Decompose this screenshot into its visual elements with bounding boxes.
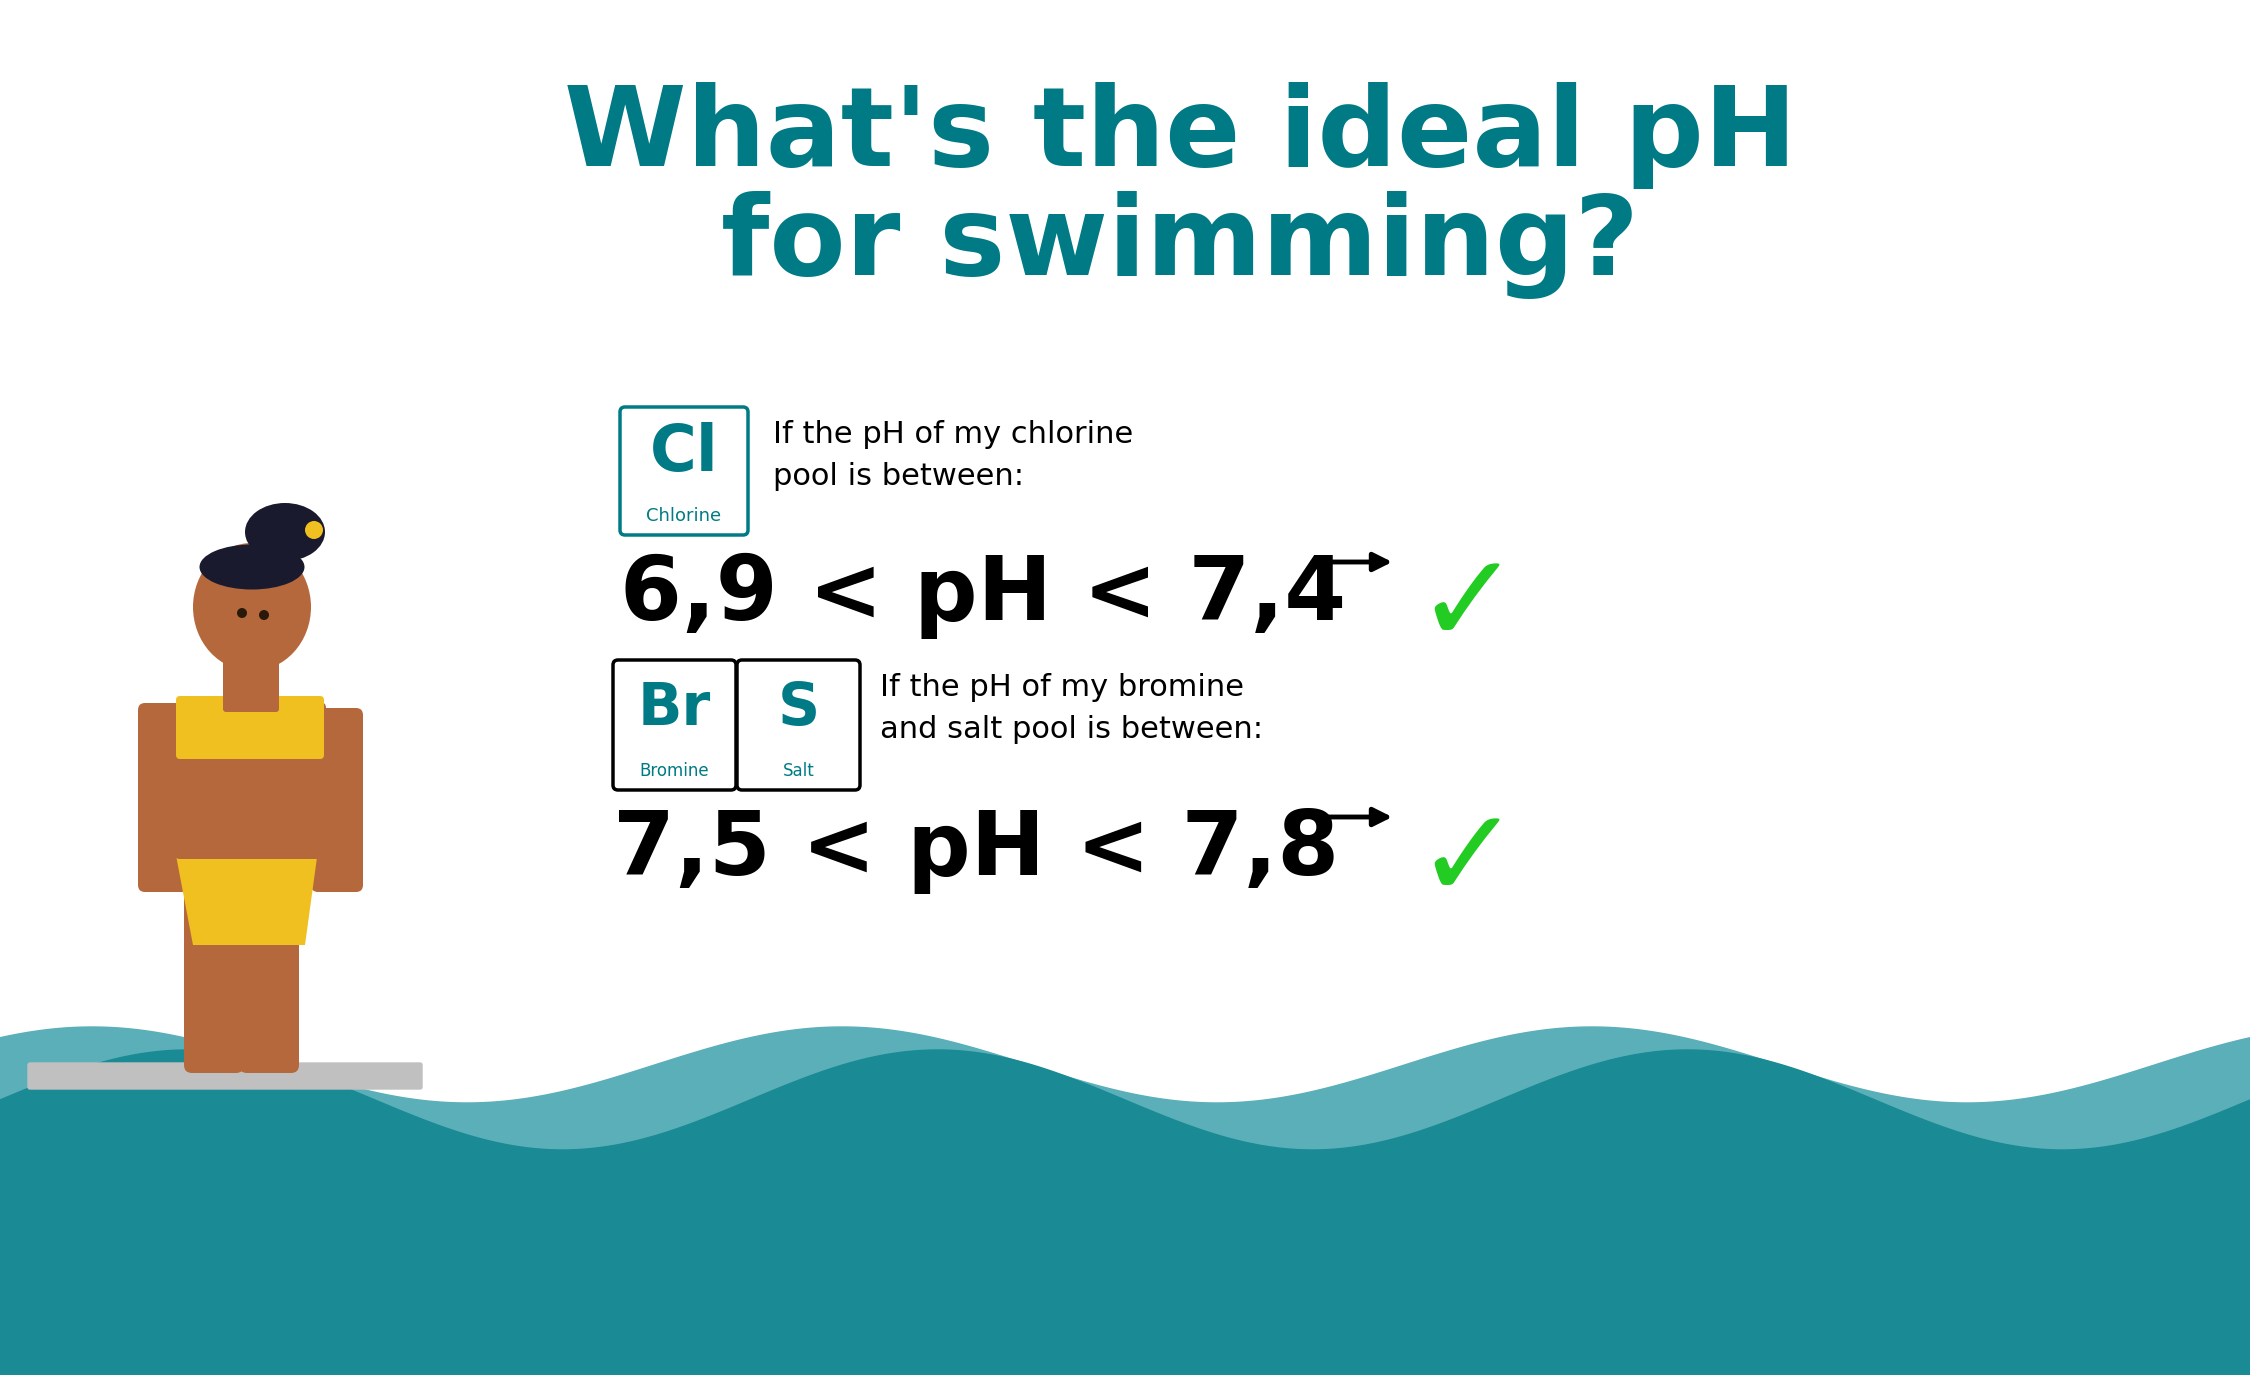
FancyBboxPatch shape [184,842,243,1072]
Text: If the pH of my chlorine: If the pH of my chlorine [774,419,1134,450]
FancyBboxPatch shape [238,842,299,1072]
FancyBboxPatch shape [621,407,747,535]
Text: pool is between:: pool is between: [774,462,1024,491]
Ellipse shape [245,503,324,561]
Text: S: S [778,679,819,737]
Circle shape [306,521,324,539]
FancyBboxPatch shape [310,708,362,892]
Text: 7,5 < pH < 7,8: 7,5 < pH < 7,8 [612,807,1339,894]
Text: Cl: Cl [650,422,718,484]
FancyBboxPatch shape [27,1063,423,1089]
Polygon shape [176,850,317,945]
Text: and salt pool is between:: and salt pool is between: [880,715,1262,744]
Text: for swimming?: for swimming? [720,191,1638,298]
Polygon shape [0,1050,2250,1375]
FancyBboxPatch shape [612,660,736,791]
FancyBboxPatch shape [176,696,324,759]
FancyBboxPatch shape [137,703,189,892]
Text: Salt: Salt [783,762,814,780]
FancyBboxPatch shape [223,654,279,712]
Text: Bromine: Bromine [639,762,709,780]
Text: What's the ideal pH: What's the ideal pH [562,81,1796,188]
Text: ✓: ✓ [1415,547,1519,668]
Ellipse shape [193,543,310,671]
Circle shape [236,608,248,617]
FancyBboxPatch shape [738,660,860,791]
Text: Chlorine: Chlorine [646,507,722,525]
FancyBboxPatch shape [173,703,326,859]
Ellipse shape [200,544,304,590]
Text: Br: Br [639,679,711,737]
Polygon shape [0,1027,2250,1375]
Text: ✓: ✓ [1415,802,1519,923]
Circle shape [259,610,270,620]
Text: 6,9 < pH < 7,4: 6,9 < pH < 7,4 [621,551,1346,639]
Text: If the pH of my bromine: If the pH of my bromine [880,672,1244,703]
